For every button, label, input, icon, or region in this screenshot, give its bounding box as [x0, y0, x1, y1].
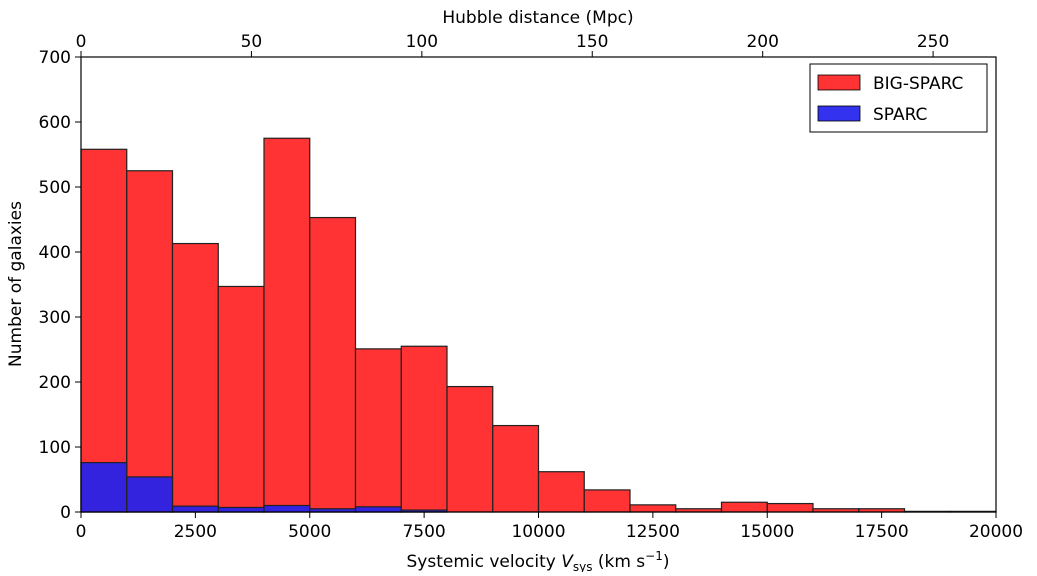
bar-sparc-3: [217, 506, 265, 513]
y-tick-label: 0: [60, 503, 71, 523]
y-tick-label: 500: [39, 178, 71, 198]
y-tick-label: 700: [39, 48, 71, 68]
y-axis-label: Number of galaxies: [6, 201, 26, 367]
x-tick-label: 20000: [969, 522, 1023, 542]
bar-big-sparc-15: [766, 502, 814, 513]
x-tick-label: 5000: [288, 522, 331, 542]
legend-label-sparc: SPARC: [873, 105, 927, 125]
y-tick-label: 400: [39, 243, 71, 263]
legend-swatch-sparc: [817, 105, 861, 122]
bar-big-sparc-2: [171, 242, 219, 513]
top-x-tick-label: 250: [917, 32, 949, 52]
y-tick-label: 300: [39, 308, 71, 328]
top-x-tick-label: 50: [241, 32, 263, 52]
bar-sparc-6: [354, 506, 402, 513]
bar-big-sparc-8: [446, 385, 494, 513]
bar-big-sparc-9: [492, 424, 540, 513]
bars-layer: [80, 137, 997, 513]
bar-big-sparc-11: [583, 489, 631, 513]
bar-big-sparc-3: [217, 285, 265, 513]
x-tick-label: 17500: [855, 522, 909, 542]
bar-big-sparc-5: [309, 216, 357, 513]
bar-sparc-1: [126, 476, 174, 513]
bar-big-sparc-12: [629, 504, 677, 513]
legend-swatch-big-sparc: [817, 74, 861, 91]
top-x-tick-label: 100: [406, 32, 438, 52]
bar-big-sparc-6: [354, 348, 402, 513]
bar-big-sparc-0: [80, 148, 128, 513]
x-tick-label: 12500: [626, 522, 680, 542]
y-tick-label: 600: [39, 113, 71, 133]
x-tick-label: 7500: [402, 522, 445, 542]
bar-sparc-2: [171, 505, 219, 513]
y-tick-label: 100: [39, 438, 71, 458]
legend: BIG-SPARC SPARC: [809, 63, 988, 133]
bar-big-sparc-10: [537, 471, 585, 513]
x-tick-label: 2500: [174, 522, 217, 542]
bar-big-sparc-14: [720, 501, 768, 513]
top-axis-label: Hubble distance (Mpc): [442, 8, 633, 28]
x-tick-label: 0: [76, 522, 87, 542]
bar-sparc-4: [263, 504, 311, 513]
top-x-tick-label: 200: [746, 32, 778, 52]
x-tick-label: 10000: [511, 522, 565, 542]
top-x-tick-label: 0: [76, 32, 87, 52]
bar-sparc-0: [80, 462, 128, 513]
top-x-tick-label: 150: [576, 32, 608, 52]
legend-label-big-sparc: BIG-SPARC: [873, 74, 963, 94]
bar-big-sparc-1: [126, 170, 174, 513]
y-tick-label: 200: [39, 373, 71, 393]
bar-big-sparc-7: [400, 345, 448, 513]
axes-layer: 0 2500 5000 7500 10000 12500 15000 17500 2000001…: [39, 32, 1024, 542]
bar-big-sparc-4: [263, 137, 311, 513]
x-axis-label: Systemic velocity Vsys (km s−1): [406, 549, 669, 572]
x-tick-label: 15000: [740, 522, 794, 542]
